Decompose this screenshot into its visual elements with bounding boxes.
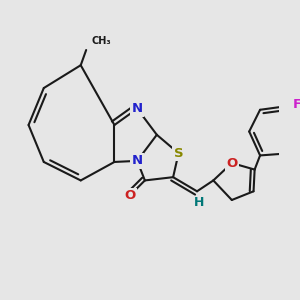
Text: N: N bbox=[132, 102, 143, 115]
Text: H: H bbox=[194, 196, 204, 209]
Text: N: N bbox=[132, 154, 143, 167]
Text: O: O bbox=[226, 157, 237, 169]
Text: F: F bbox=[292, 98, 300, 111]
Text: S: S bbox=[174, 147, 183, 160]
Text: O: O bbox=[124, 189, 135, 202]
Text: CH₃: CH₃ bbox=[92, 36, 111, 46]
